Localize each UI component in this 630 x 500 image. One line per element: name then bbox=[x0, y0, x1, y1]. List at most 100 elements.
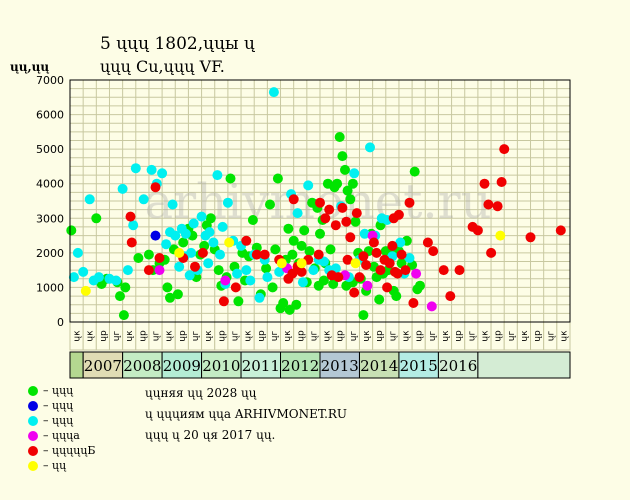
data-point bbox=[133, 253, 144, 263]
data-point bbox=[318, 275, 329, 286]
data-point bbox=[342, 185, 353, 196]
data-point bbox=[259, 249, 270, 260]
data-point bbox=[230, 282, 241, 293]
data-point bbox=[120, 282, 131, 293]
data-point bbox=[315, 197, 325, 208]
data-point bbox=[224, 237, 235, 248]
data-point bbox=[170, 230, 181, 241]
month-label: ųк bbox=[520, 330, 530, 342]
month-label: ųк bbox=[283, 330, 293, 342]
data-point bbox=[165, 292, 175, 303]
legend-label: – ųųų bbox=[43, 384, 74, 397]
data-point bbox=[415, 280, 425, 291]
month-label: ųк bbox=[86, 330, 96, 342]
month-label: ųк bbox=[559, 330, 569, 342]
data-point bbox=[358, 251, 369, 262]
data-point bbox=[368, 237, 379, 248]
year-bar: 2007 2008 2009 2010 2011 2012 2013 2014 2015 2016 bbox=[69, 351, 571, 379]
month-label: ųк bbox=[244, 330, 254, 342]
year-cell bbox=[122, 351, 163, 379]
year-label: 2014 bbox=[360, 357, 398, 375]
data-point bbox=[409, 166, 420, 177]
data-point bbox=[93, 272, 104, 283]
data-point bbox=[222, 197, 233, 208]
month-label: ųр bbox=[454, 330, 464, 342]
month-label: ųг bbox=[388, 331, 398, 342]
data-point bbox=[472, 225, 483, 236]
legend-label: – ųųų bbox=[43, 399, 74, 412]
data-point bbox=[375, 265, 386, 276]
data-point bbox=[330, 220, 341, 231]
data-point bbox=[205, 213, 216, 224]
data-point bbox=[161, 239, 172, 250]
month-label: ųр bbox=[533, 330, 543, 342]
data-point bbox=[233, 296, 244, 307]
data-point bbox=[308, 265, 319, 276]
data-point bbox=[499, 144, 510, 155]
data-point bbox=[218, 296, 229, 307]
data-point bbox=[337, 202, 348, 213]
data-point bbox=[324, 204, 335, 215]
data-point bbox=[122, 265, 133, 276]
data-point bbox=[276, 258, 287, 269]
data-point bbox=[337, 151, 348, 162]
data-point bbox=[387, 240, 398, 251]
data-point bbox=[411, 268, 422, 279]
data-point bbox=[208, 237, 219, 248]
data-point bbox=[358, 310, 369, 321]
data-point bbox=[349, 168, 360, 179]
legend-swatch bbox=[28, 461, 38, 471]
data-point bbox=[479, 178, 490, 189]
legend-label: – ųųųa bbox=[43, 429, 80, 442]
data-point bbox=[291, 299, 302, 310]
data-point bbox=[334, 132, 345, 142]
notes: ųųняя ųų 2028 ųų ų ųųųиям ųųа ARHIVMONET.… bbox=[145, 384, 347, 447]
data-point bbox=[315, 228, 325, 239]
month-label: ųр bbox=[178, 330, 188, 342]
data-point bbox=[150, 182, 161, 193]
year-cell bbox=[319, 351, 360, 379]
data-point bbox=[395, 237, 406, 248]
data-point bbox=[555, 225, 566, 236]
month-label: ųр bbox=[336, 330, 346, 342]
data-point bbox=[296, 240, 307, 251]
data-point bbox=[278, 298, 289, 308]
legend-label: – ųų bbox=[43, 459, 67, 472]
month-label: ųк bbox=[73, 330, 83, 342]
data-point bbox=[492, 201, 503, 212]
year-label: 2013 bbox=[321, 357, 359, 375]
data-point bbox=[313, 249, 324, 260]
data-point bbox=[241, 235, 252, 246]
year-cell bbox=[477, 351, 571, 379]
month-label: ųр bbox=[415, 330, 425, 342]
data-point bbox=[292, 208, 303, 219]
year-cell bbox=[69, 351, 84, 379]
data-point bbox=[261, 263, 272, 274]
y-tick-label: 3000 bbox=[36, 212, 64, 225]
month-label: ųр bbox=[296, 330, 306, 342]
data-point bbox=[342, 254, 353, 265]
data-point bbox=[143, 265, 154, 276]
month-label: ųг bbox=[112, 331, 122, 342]
data-point bbox=[350, 258, 361, 269]
data-point bbox=[287, 268, 298, 279]
data-point bbox=[365, 142, 375, 153]
data-point bbox=[318, 256, 329, 267]
data-point bbox=[296, 266, 307, 277]
plot-frame bbox=[69, 79, 571, 323]
data-point bbox=[66, 225, 77, 236]
data-point bbox=[197, 247, 208, 258]
note-line: ų ųųųиям ųųа ARHIVMONET.RU bbox=[145, 407, 348, 421]
year-cell bbox=[161, 351, 203, 379]
y-tick-label: 4000 bbox=[36, 178, 64, 191]
data-point bbox=[445, 291, 456, 302]
data-point bbox=[190, 261, 200, 272]
year-label: 2016 bbox=[439, 357, 477, 375]
data-point bbox=[212, 170, 223, 181]
data-point bbox=[362, 280, 373, 291]
data-point bbox=[130, 163, 141, 174]
month-label: ųр bbox=[494, 330, 504, 342]
data-point bbox=[118, 310, 129, 321]
month-label: ųр bbox=[257, 330, 267, 342]
data-point bbox=[225, 173, 236, 184]
